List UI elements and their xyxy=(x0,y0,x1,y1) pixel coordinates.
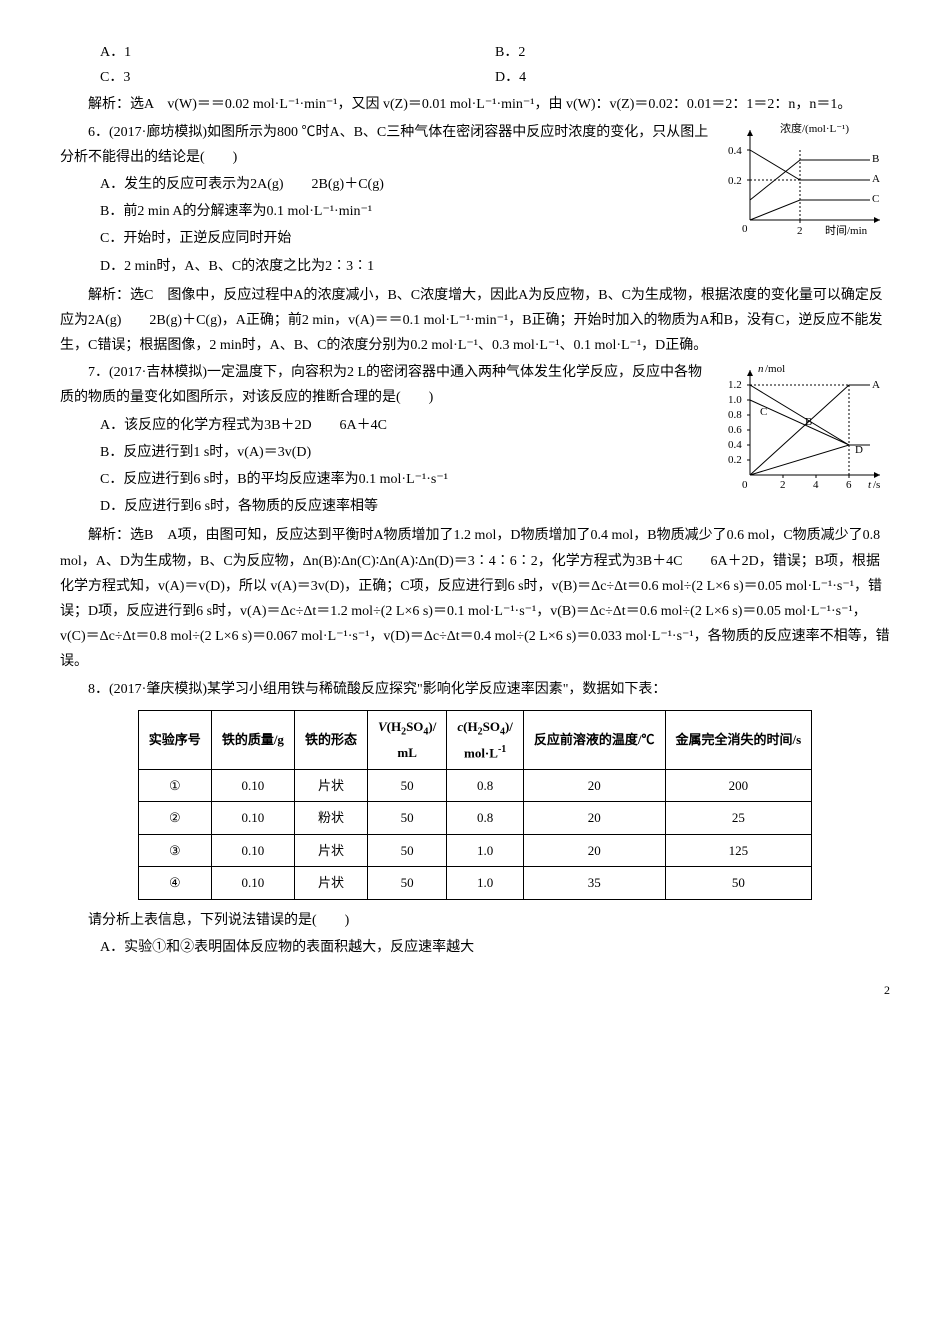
table-cell: 粉状 xyxy=(294,802,367,834)
q8-after: 请分析上表信息，下列说法错误的是( ) xyxy=(60,908,890,933)
th-3: V(H2SO4)/mL xyxy=(367,710,446,769)
q6-xlabel: 时间/min xyxy=(825,224,868,237)
table-cell: 50 xyxy=(367,867,446,899)
table-cell: 20 xyxy=(523,802,665,834)
q8-stem: 8．(2017·肇庆模拟)某学习小组用铁与稀硫酸反应探究"影响化学反应速率因素"… xyxy=(60,677,890,702)
table-cell: 0.10 xyxy=(211,802,294,834)
table-row: ①0.10片状500.820200 xyxy=(138,770,811,802)
svg-text:0: 0 xyxy=(742,479,748,491)
table-cell: 20 xyxy=(523,770,665,802)
q8-table: 实验序号 铁的质量/g 铁的形态 V(H2SO4)/mL c(H2SO4)/mo… xyxy=(138,710,812,900)
svg-text:6: 6 xyxy=(846,479,852,491)
table-cell: 200 xyxy=(665,770,812,802)
q5-options-2: C．3 D．4 xyxy=(100,65,890,90)
svg-text:2: 2 xyxy=(780,479,786,491)
svg-text:C: C xyxy=(872,193,879,205)
q5-explain: 解析：选A v(W)＝＝0.02 mol·L⁻¹·min⁻¹，又因 v(Z)＝0… xyxy=(60,92,890,117)
svg-text:0.2: 0.2 xyxy=(728,454,742,466)
q6-ylabel: 浓度/(mol·L⁻¹) xyxy=(780,121,849,135)
svg-text:4: 4 xyxy=(813,479,819,491)
svg-text:0.4: 0.4 xyxy=(728,439,742,451)
svg-text:t: t xyxy=(868,479,872,491)
q5-opt-b: B．2 xyxy=(495,40,890,65)
svg-text:0: 0 xyxy=(742,223,748,235)
th-6: 金属完全消失的时间/s xyxy=(665,710,812,769)
table-cell: 0.8 xyxy=(447,802,524,834)
th-1: 铁的质量/g xyxy=(211,710,294,769)
svg-text:1.2: 1.2 xyxy=(728,379,742,391)
svg-text:2: 2 xyxy=(797,225,803,237)
q6-opt-d: D．2 min时，A、B、C的浓度之比为2∶3∶1 xyxy=(100,254,890,279)
table-cell: ① xyxy=(138,770,211,802)
q7-chart: 0.2 0.4 0.6 0.8 1.0 1.2 2 4 6 0 A B C D … xyxy=(720,360,890,504)
table-cell: 0.10 xyxy=(211,867,294,899)
svg-text:/s: /s xyxy=(873,479,880,491)
svg-text:n: n xyxy=(758,363,764,375)
th-0: 实验序号 xyxy=(138,710,211,769)
table-cell: 片状 xyxy=(294,867,367,899)
table-cell: 片状 xyxy=(294,770,367,802)
svg-text:C: C xyxy=(760,406,767,418)
table-cell: 0.10 xyxy=(211,770,294,802)
svg-text:/mol: /mol xyxy=(765,363,785,375)
svg-text:A: A xyxy=(872,379,880,391)
q5-opt-c: C．3 xyxy=(100,65,495,90)
table-cell: 20 xyxy=(523,834,665,866)
th-4: c(H2SO4)/mol·L-1 xyxy=(447,710,524,769)
table-cell: 50 xyxy=(367,834,446,866)
svg-text:0.4: 0.4 xyxy=(728,145,742,157)
svg-text:1.0: 1.0 xyxy=(728,394,742,406)
q7-explain: 解析：选B A项，由图可知，反应达到平衡时A物质增加了1.2 mol，D物质增加… xyxy=(60,523,890,674)
table-row: ②0.10粉状500.82025 xyxy=(138,802,811,834)
table-cell: 25 xyxy=(665,802,812,834)
page-number: 2 xyxy=(60,980,890,1002)
table-cell: 50 xyxy=(367,802,446,834)
table-cell: ④ xyxy=(138,867,211,899)
table-cell: 35 xyxy=(523,867,665,899)
table-cell: 0.8 xyxy=(447,770,524,802)
svg-text:0.2: 0.2 xyxy=(728,175,742,187)
table-cell: 片状 xyxy=(294,834,367,866)
svg-text:0.8: 0.8 xyxy=(728,409,742,421)
q6-chart: 0.2 0.4 2 0 B A C 浓度/(mol·L⁻¹) 时间/min xyxy=(720,120,890,254)
svg-text:A: A xyxy=(872,173,880,185)
q8-opt-a: A．实验①和②表明固体反应物的表面积越大，反应速率越大 xyxy=(100,935,890,960)
svg-text:D: D xyxy=(855,444,863,456)
table-cell: 1.0 xyxy=(447,867,524,899)
table-row: ④0.10片状501.03550 xyxy=(138,867,811,899)
svg-text:0.6: 0.6 xyxy=(728,424,742,436)
q5-opt-d: D．4 xyxy=(495,65,890,90)
table-cell: 50 xyxy=(665,867,812,899)
table-header-row: 实验序号 铁的质量/g 铁的形态 V(H2SO4)/mL c(H2SO4)/mo… xyxy=(138,710,811,769)
q5-opt-a: A．1 xyxy=(100,40,495,65)
table-row: ③0.10片状501.020125 xyxy=(138,834,811,866)
table-cell: ② xyxy=(138,802,211,834)
table-cell: 0.10 xyxy=(211,834,294,866)
q6-explain: 解析：选C 图像中，反应过程中A的浓度减小，B、C浓度增大，因此A为反应物，B、… xyxy=(60,283,890,359)
table-cell: ③ xyxy=(138,834,211,866)
svg-text:B: B xyxy=(872,153,879,165)
th-5: 反应前溶液的温度/℃ xyxy=(523,710,665,769)
q5-options: A．1 B．2 xyxy=(100,40,890,65)
table-cell: 1.0 xyxy=(447,834,524,866)
table-cell: 125 xyxy=(665,834,812,866)
table-cell: 50 xyxy=(367,770,446,802)
th-2: 铁的形态 xyxy=(294,710,367,769)
